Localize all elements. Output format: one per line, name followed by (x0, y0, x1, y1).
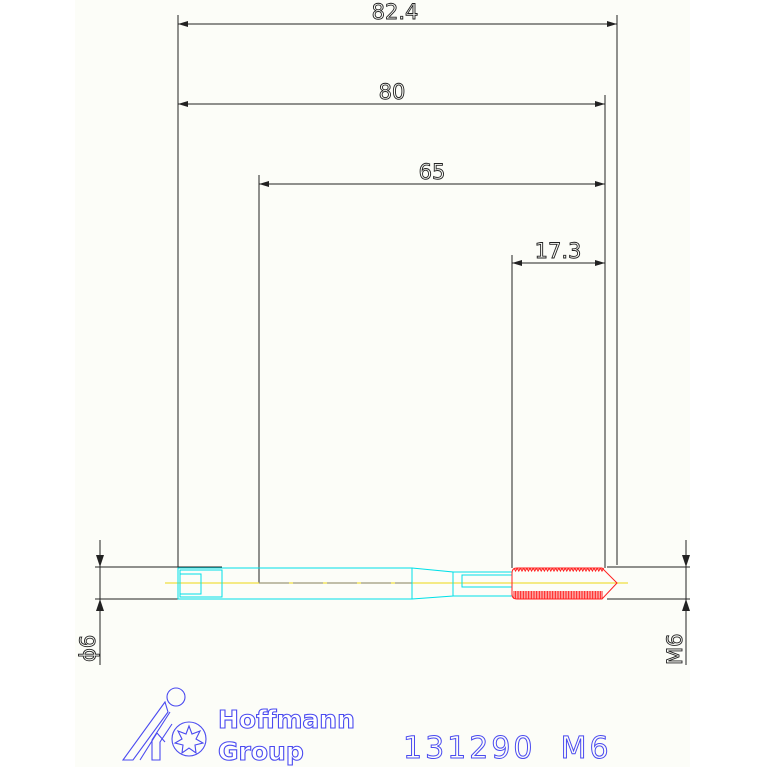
dim-length: 80 (379, 80, 406, 104)
logo-text-line2: Group (218, 737, 304, 766)
dim-thread-size: M6 (663, 634, 687, 665)
thread-section (511, 567, 618, 600)
dim-shank-diameter: ϕ6 (76, 635, 100, 662)
dim-thread-length: 17.3 (535, 239, 582, 263)
dim-overall-length: 82.4 (372, 0, 419, 24)
dim-shank-to-tip: 65 (419, 160, 446, 184)
hoffmann-logo-icon (121, 687, 207, 761)
extension-lines (177, 15, 618, 583)
logo-text-line1: Hoffmann (218, 705, 355, 734)
part-label: 131290 M6 (403, 731, 612, 766)
